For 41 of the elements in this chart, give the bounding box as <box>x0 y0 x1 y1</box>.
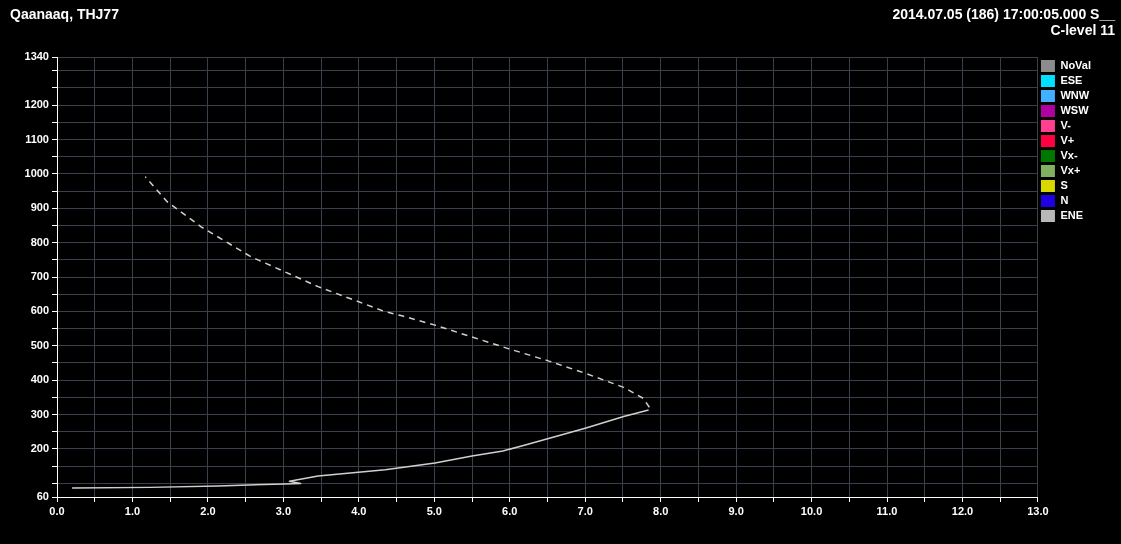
y-tick-label: 300 <box>30 407 49 420</box>
x-tick-label: 13.0 <box>1027 504 1049 517</box>
y-tick-label: 600 <box>30 304 49 317</box>
y-tick-label: 700 <box>30 270 49 283</box>
legend-label: WSW <box>1060 104 1090 117</box>
legend-label: ESE <box>1060 74 1083 87</box>
y-tick-label: 900 <box>30 201 49 214</box>
x-tick-label: 1.0 <box>124 504 141 517</box>
y-tick-label: 1200 <box>24 98 49 111</box>
legend-label: S <box>1060 179 1068 192</box>
x-tick-label: 9.0 <box>728 504 744 517</box>
x-tick-label: 6.0 <box>502 504 518 517</box>
y-tick-label: 1000 <box>24 166 49 179</box>
legend-label: V- <box>1060 119 1072 132</box>
x-tick-label: 10.0 <box>800 504 823 517</box>
chart-title: Qaanaaq, THJ77 <box>10 6 119 22</box>
legend-label: Vx+ <box>1060 164 1081 177</box>
legend-label: WNW <box>1060 89 1090 102</box>
y-tick-label: 200 <box>30 441 49 454</box>
y-tick-label: 1100 <box>25 132 49 145</box>
x-tick-label: 7.0 <box>577 504 593 517</box>
x-tick-label: 4.0 <box>351 504 367 517</box>
legend-label: ENE <box>1060 209 1084 222</box>
legend-label: NoVal <box>1060 59 1092 72</box>
legend-label: V+ <box>1060 134 1075 147</box>
y-tick-label: 400 <box>30 373 49 386</box>
y-tick-label: 800 <box>30 235 49 248</box>
legend-label: N <box>1060 194 1069 207</box>
text: C-level 11 <box>1049 22 1115 38</box>
y-tick-label: 500 <box>30 338 49 351</box>
x-tick-label: 5.0 <box>426 504 442 517</box>
x-tick-label: 8.0 <box>653 504 669 517</box>
y-tick-label: 1340 <box>24 50 49 63</box>
text: 2014.07.05 (186) 17:00:05.000 S__ <box>892 6 1115 22</box>
x-tick-label: 2.0 <box>200 504 216 517</box>
x-tick-label: 12.0 <box>951 504 974 517</box>
y-tick-label: 60 <box>36 490 49 503</box>
legend-label: Vx- <box>1060 149 1078 162</box>
x-tick-label: 11.0 <box>876 504 898 517</box>
x-tick-label: 0.0 <box>49 504 65 517</box>
x-tick-label: 3.0 <box>275 504 292 517</box>
